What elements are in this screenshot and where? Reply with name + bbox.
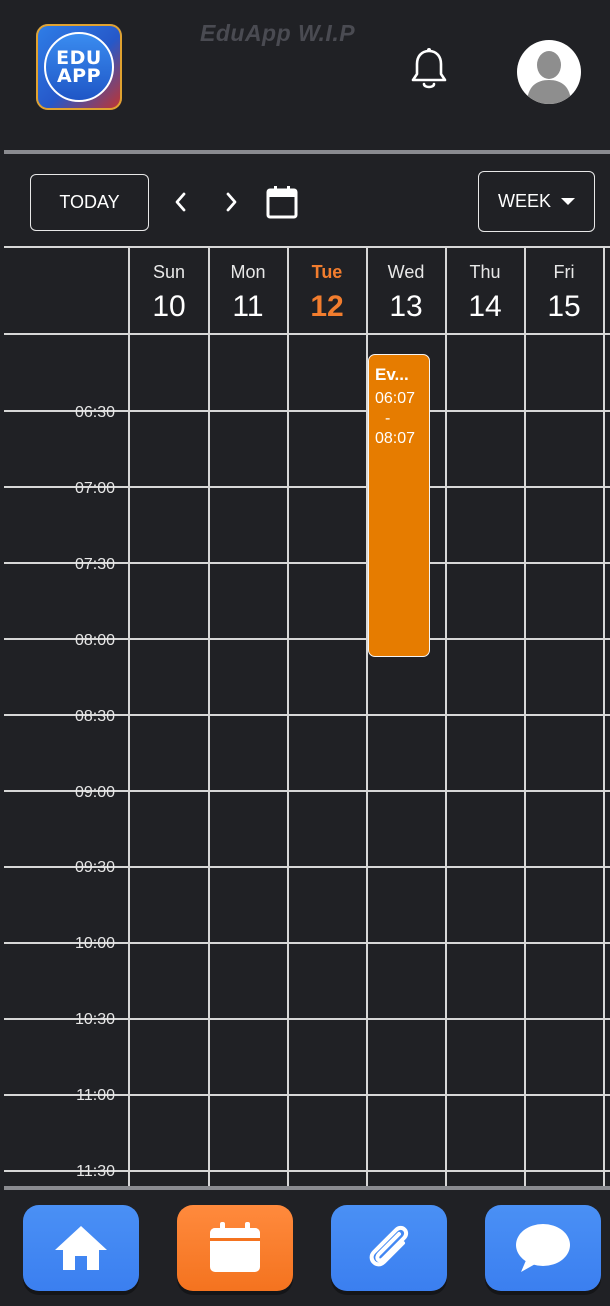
day-header-fri[interactable]: Fri	[553, 262, 575, 282]
time-label: 10:30	[74, 1011, 115, 1028]
column-line	[524, 246, 526, 1188]
header-divider	[4, 150, 610, 154]
day-date-wed[interactable]: 13	[389, 290, 423, 323]
day-date-mon[interactable]: 11	[232, 290, 264, 323]
calendar-icon	[210, 1222, 260, 1272]
person-silhouette-icon	[527, 51, 571, 104]
time-slot-line	[4, 410, 610, 412]
chat-icon	[516, 1224, 570, 1272]
column-line	[287, 246, 289, 1188]
event-title: Ev...	[375, 365, 409, 384]
time-slot-line	[4, 790, 610, 792]
notification-bell-icon[interactable]	[408, 46, 450, 92]
day-date-sun[interactable]: 10	[152, 290, 186, 323]
view-mode-label: WEEK	[497, 191, 551, 211]
time-label: 06:30	[74, 404, 115, 421]
week-calendar-grid: Sun 10 Mon 11 Tue 12 Wed 13 Thu 14 Fri 1…	[0, 246, 610, 1188]
app-header: EDU APP EduApp W.I.P	[0, 0, 610, 150]
column-line	[208, 246, 210, 1188]
nav-chat-button[interactable]	[485, 1205, 601, 1291]
logo-text-line1: EDU	[56, 47, 102, 69]
time-slot-line	[4, 942, 610, 944]
time-slot-line	[4, 1094, 610, 1096]
column-line	[603, 246, 605, 1188]
time-label: 07:00	[74, 480, 115, 497]
day-date-fri[interactable]: 15	[547, 290, 581, 323]
home-icon	[55, 1226, 107, 1270]
user-avatar[interactable]	[517, 40, 581, 104]
time-slot-line	[4, 866, 610, 868]
column-line	[128, 246, 130, 1188]
chevron-left-icon[interactable]	[169, 188, 193, 216]
day-header-wed[interactable]: Wed	[387, 262, 425, 282]
time-label: 11:30	[76, 1163, 115, 1180]
time-label: 09:00	[74, 784, 115, 801]
time-slot-line	[4, 562, 610, 564]
caret-down-icon	[561, 198, 575, 205]
time-label: 10:00	[74, 935, 115, 952]
time-slot-line	[4, 638, 610, 640]
column-line	[366, 246, 368, 1188]
calendar-event[interactable]: Ev... 06:07 - 08:07	[368, 354, 430, 657]
day-header-sun[interactable]: Sun	[152, 262, 186, 282]
time-label: 11:00	[76, 1087, 115, 1104]
app-logo[interactable]: EDU APP	[36, 24, 122, 110]
nav-home-button[interactable]	[23, 1205, 139, 1291]
time-slot-line	[4, 1170, 610, 1172]
day-header-mon[interactable]: Mon	[230, 262, 266, 282]
grid-header-line	[4, 333, 610, 335]
bottom-nav-divider	[4, 1186, 610, 1190]
time-slot-line	[4, 486, 610, 488]
time-slot-line	[4, 714, 610, 716]
time-slot-line	[4, 1018, 610, 1020]
day-date-tue[interactable]: 12	[310, 290, 344, 323]
event-start-time: 06:07	[375, 390, 416, 407]
time-label: 08:30	[74, 708, 115, 725]
nav-attachments-button[interactable]	[331, 1205, 447, 1291]
day-header-tue[interactable]: Tue	[311, 262, 343, 282]
calendar-picker-icon[interactable]	[266, 185, 298, 219]
today-button[interactable]: TODAY	[30, 174, 149, 231]
column-line	[445, 246, 447, 1188]
grid-top-line	[4, 246, 610, 248]
time-label: 07:30	[74, 556, 115, 573]
view-mode-dropdown[interactable]: WEEK	[478, 171, 595, 232]
logo-badge: EDU APP	[44, 32, 114, 102]
time-label: 09:30	[74, 859, 115, 876]
day-header-thu[interactable]: Thu	[469, 262, 501, 282]
day-date-thu[interactable]: 14	[468, 290, 502, 323]
chevron-right-icon[interactable]	[219, 188, 243, 216]
app-title: EduApp W.I.P	[200, 20, 356, 46]
event-time: 06:07 - 08:07	[375, 389, 423, 449]
paperclip-icon	[369, 1225, 409, 1267]
event-end-time: 08:07	[375, 430, 416, 447]
time-label: 08:00	[74, 632, 115, 649]
today-button-label: TODAY	[59, 192, 120, 212]
logo-text-line2: APP	[56, 65, 102, 87]
nav-calendar-button[interactable]	[177, 1205, 293, 1291]
event-time-separator: -	[385, 410, 391, 427]
